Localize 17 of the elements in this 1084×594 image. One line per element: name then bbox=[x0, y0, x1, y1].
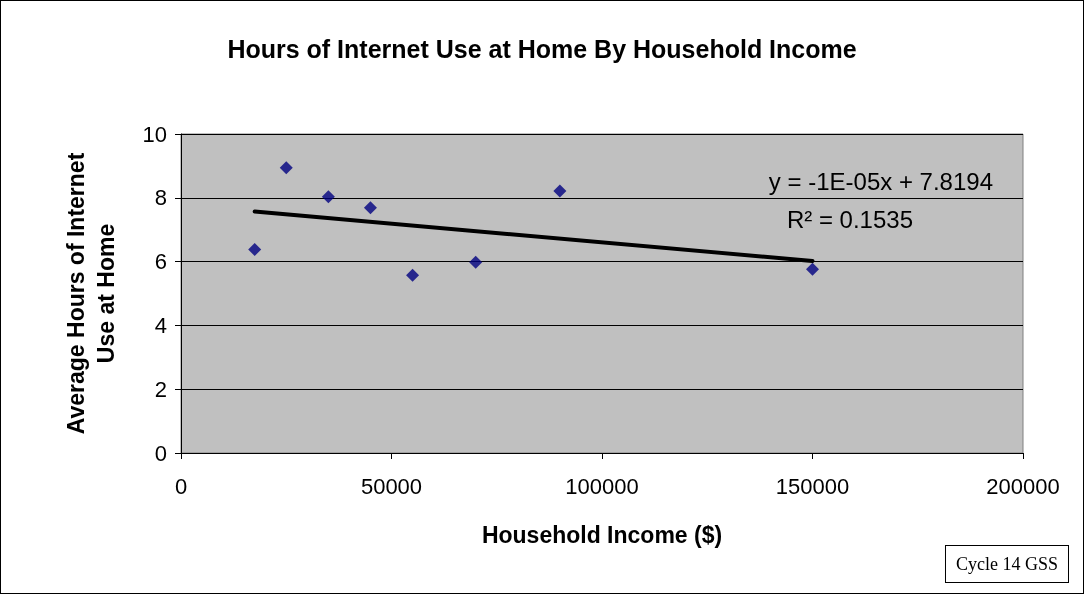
y-tick-label: 4 bbox=[154, 312, 167, 338]
y-tick-label: 8 bbox=[154, 185, 167, 211]
x-axis-title: Household Income ($) bbox=[481, 521, 723, 548]
x-tick-label: 100000 bbox=[565, 473, 639, 499]
x-tick-label: 150000 bbox=[775, 473, 850, 499]
y-tick-label: 6 bbox=[154, 249, 167, 275]
text: Cycle 14 GSS bbox=[955, 554, 1059, 574]
y-tick-label: 0 bbox=[154, 440, 167, 466]
y-axis-title: Average Hours of Internet Use at Home bbox=[63, 152, 119, 435]
y-tick-label: 2 bbox=[154, 376, 167, 402]
annotation: y = -1E-05x + 7.8194 bbox=[768, 167, 994, 195]
x-tick-label: 200000 bbox=[986, 473, 1060, 499]
x-tick-label: 0 bbox=[174, 473, 188, 499]
annotation: R² = 0.1535 bbox=[786, 205, 914, 233]
x-tick-label: 50000 bbox=[360, 473, 423, 499]
y-tick-label: 10 bbox=[142, 121, 167, 147]
chart-title: Hours of Internet Use at Home By Household Income bbox=[227, 34, 857, 63]
